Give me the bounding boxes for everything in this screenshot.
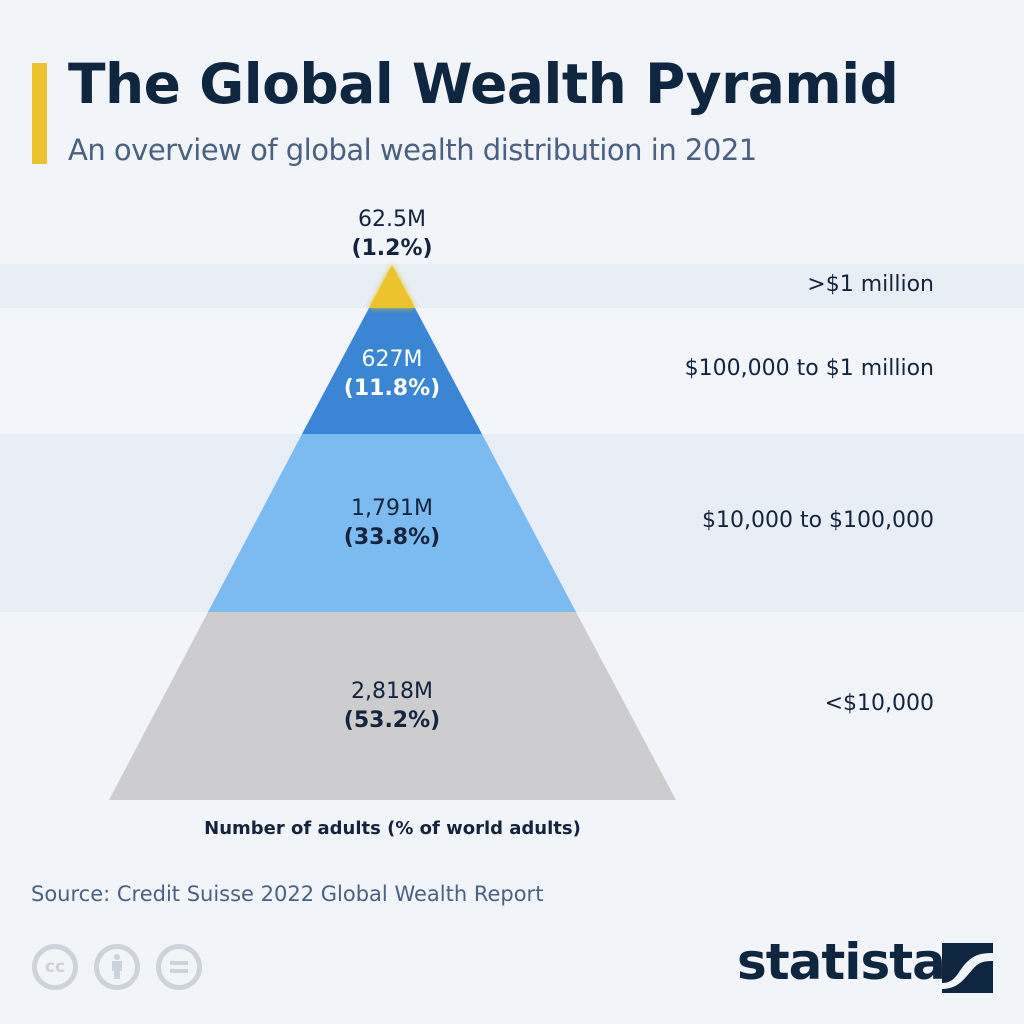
statista-mark-icon [942, 943, 993, 993]
segment-percent: (1.2%) [351, 236, 433, 261]
brand-wordmark: statista [737, 933, 946, 991]
segment-value: 2,818M [351, 679, 433, 704]
segment-10k-100k [208, 434, 576, 612]
segment-value: 627M [361, 347, 423, 372]
statista-logo[interactable]: statista [737, 933, 946, 991]
page-title: The Global Wealth Pyramid [68, 52, 899, 116]
equals-icon [170, 961, 188, 973]
tier-label-10k-100k: $10,000 to $100,000 [701, 508, 934, 533]
source-note: Source: Credit Suisse 2022 Global Wealth… [31, 882, 544, 906]
title-accent-bar [32, 63, 47, 164]
segment-label-100k-1m: 627M (11.8%) [242, 345, 542, 403]
segment-percent: (53.2%) [343, 708, 441, 733]
tier-label-100k-1m: $100,000 to $1 million [684, 356, 934, 381]
segment-label-under-10k: 2,818M (53.2%) [242, 677, 542, 735]
band-tier-2 [0, 308, 1024, 434]
creative-commons-icon[interactable]: cc [32, 944, 78, 990]
attribution-icon[interactable] [94, 944, 140, 990]
page-subtitle: An overview of global wealth distributio… [68, 133, 757, 167]
no-derivatives-icon[interactable] [156, 944, 202, 990]
segment-100k-1m [302, 308, 482, 434]
tier-label-under-10k: <$10,000 [824, 691, 934, 716]
axis-label: Number of adults (% of world adults) [204, 818, 581, 839]
segment-over-1m [369, 265, 415, 308]
segment-percent: (11.8%) [343, 376, 441, 401]
segment-percent: (33.8%) [343, 525, 441, 550]
band-tier-1 [0, 264, 1024, 308]
cc-text: cc [44, 957, 66, 977]
segment-value: 1,791M [351, 496, 433, 521]
segment-value: 62.5M [358, 207, 426, 232]
segment-label-over-1m: 62.5M (1.2%) [242, 205, 542, 263]
segment-label-10k-100k: 1,791M (33.8%) [242, 494, 542, 552]
tier-label-over-1m: >$1 million [807, 272, 934, 297]
person-icon [112, 954, 122, 979]
segment-under-10k [109, 612, 676, 800]
